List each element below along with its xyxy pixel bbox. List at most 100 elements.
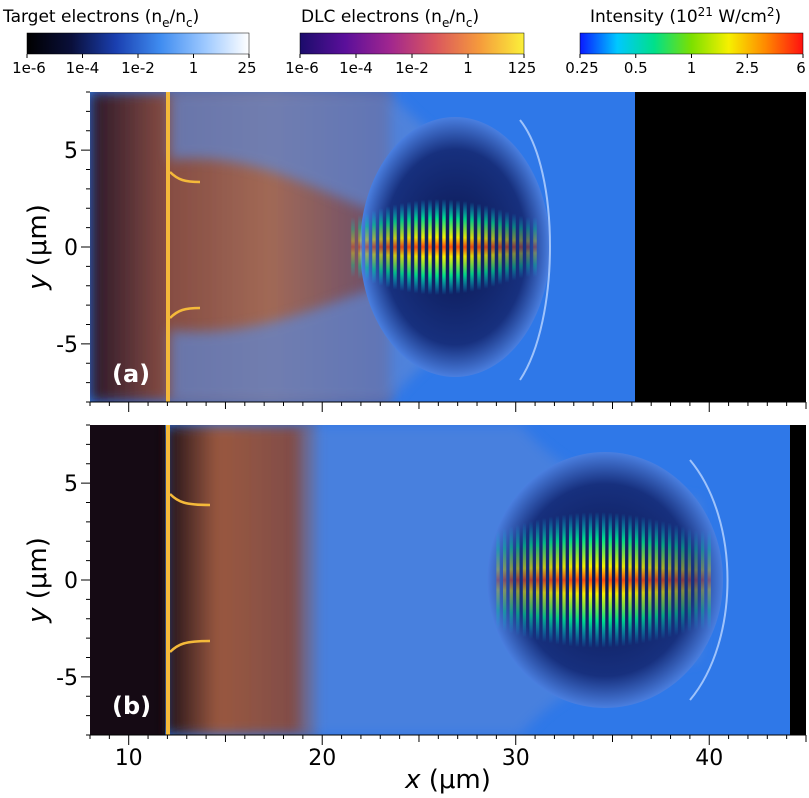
laser-wave-stripe <box>519 215 523 279</box>
laser-wave-stripe <box>522 522 527 638</box>
colorbar-title-0: Target electrons (ne/nc) <box>2 7 199 30</box>
laser-wave-stripe <box>588 512 593 648</box>
laser-wave-stripe <box>526 217 530 277</box>
panel-b-foil-arm-upper <box>169 493 211 507</box>
laser-wave-stripe <box>700 530 705 630</box>
panel-a: (a) <box>90 92 806 402</box>
colorbar-2-tick-label: 6 <box>796 59 806 77</box>
panel-a-label: (a) <box>112 360 150 388</box>
laser-wave-stripe <box>634 515 639 645</box>
laser-wave-stripe <box>470 202 474 292</box>
y-tick-label: 5 <box>64 472 78 497</box>
laser-wave-stripe <box>575 512 579 648</box>
laser-wave-stripe <box>428 199 432 295</box>
panel-b-dlc-plasma <box>165 425 315 735</box>
laser-wave-stripe <box>529 521 533 639</box>
laser-wave-stripe <box>601 512 606 648</box>
laser-wave-stripe <box>414 200 418 294</box>
laser-wave-stripe <box>628 514 632 646</box>
laser-wave-stripe <box>667 522 672 638</box>
panel-a-image <box>90 92 806 402</box>
laser-wave-stripe <box>608 512 612 648</box>
y-tick-label: 0 <box>64 569 78 594</box>
laser-wave-stripe <box>442 199 446 295</box>
laser-wave-stripe <box>502 528 507 632</box>
laser-wave-stripe <box>505 211 509 283</box>
laser-wave-stripe <box>648 517 652 643</box>
laser-wave-stripe <box>641 516 645 644</box>
laser-wave-stripe <box>358 214 362 280</box>
colorbar-1 <box>299 32 525 55</box>
laser-wave-stripe <box>621 513 626 647</box>
laser-wave-stripe <box>615 512 619 648</box>
y-axis-label-b: y (μm) <box>23 537 53 624</box>
laser-wave-stripe <box>595 512 599 648</box>
panel-b-left-dark <box>90 425 165 735</box>
x-tick-label: 30 <box>502 746 530 771</box>
laser-wave-stripe <box>674 524 678 636</box>
panel-b-image <box>90 425 806 735</box>
colorbar-1-tick-label: 1e-2 <box>395 59 429 77</box>
panel-b-laser-pulse <box>496 512 711 648</box>
y-tick-label: -5 <box>56 666 78 691</box>
colorbar-title-2: Intensity (1021 W/cm2) <box>590 5 781 27</box>
laser-wave-stripe <box>582 512 586 648</box>
laser-wave-stripe <box>463 201 467 293</box>
colorbar-title-1: DLC electrons (ne/nc) <box>301 7 479 30</box>
laser-wave-stripe <box>379 208 383 286</box>
laser-wave-stripe <box>555 515 560 645</box>
laser-wave-stripe <box>496 530 500 630</box>
y-tick-label: 0 <box>64 236 78 261</box>
laser-wave-stripe <box>393 204 397 290</box>
laser-wave-stripe <box>421 199 425 295</box>
panel-b-label: (b) <box>112 692 151 720</box>
laser-wave-stripe <box>365 212 369 282</box>
colorbar-1-tick-label: 1 <box>463 59 473 77</box>
laser-wave-stripe <box>535 519 540 641</box>
colorbar-2-tick-label: 0.25 <box>565 59 598 77</box>
panel-a-shock-front <box>519 119 551 381</box>
laser-wave-stripe <box>477 203 481 291</box>
laser-wave-stripe <box>562 514 566 646</box>
panel-b-dlc-foil <box>166 425 170 735</box>
panel-b-target-bulk <box>790 425 806 735</box>
laser-wave-stripe <box>400 202 404 292</box>
panel-b-shock-front <box>689 459 729 701</box>
laser-wave-stripe <box>491 207 495 287</box>
colorbar-0-tick-label: 1e-6 <box>12 59 46 77</box>
laser-wave-stripe <box>435 199 439 295</box>
colorbar-0-tick-label: 25 <box>237 59 256 77</box>
laser-wave-stripe <box>568 513 573 647</box>
laser-wave-stripe <box>351 217 355 277</box>
laser-wave-stripe <box>509 526 513 634</box>
colorbar-2 <box>579 32 804 55</box>
laser-wave-stripe <box>681 526 685 634</box>
colorbar-1-tick-label: 125 <box>508 59 537 77</box>
axes-group: 5 0 -5 5 0 -5 10 20 30 40 <box>56 91 807 771</box>
colorbar-2-tick-label: 0.5 <box>624 59 648 77</box>
laser-wave-stripe <box>512 213 516 281</box>
x-tick-label: 40 <box>695 746 723 771</box>
y-axis-label-a: y (μm) <box>23 204 53 291</box>
laser-wave-stripe <box>516 524 520 636</box>
colorbar-1-tick-label: 1e-4 <box>339 59 373 77</box>
laser-wave-stripe <box>498 209 502 285</box>
laser-wave-stripe <box>372 210 376 284</box>
panel-b-foil-arm-lower <box>169 639 211 653</box>
laser-wave-stripe <box>654 519 659 641</box>
colorbar-0-tick-label: 1e-2 <box>121 59 155 77</box>
colorbar-2-tick-label: 2.5 <box>735 59 759 77</box>
colorbar-0-tick-label: 1 <box>189 59 199 77</box>
x-tick-label: 10 <box>115 746 143 771</box>
colorbar-2-tick-label: 1 <box>687 59 697 77</box>
colorbar-0-tick-label: 1e-4 <box>66 59 100 77</box>
laser-wave-stripe <box>407 201 411 293</box>
panel-a-laser-pulse <box>351 199 537 295</box>
laser-wave-stripe <box>484 205 488 289</box>
panel-a-target-bulk <box>635 92 806 402</box>
colorbar-1-tick-label: 1e-6 <box>285 59 319 77</box>
laser-wave-stripe <box>707 530 711 630</box>
laser-wave-stripe <box>687 528 692 632</box>
panel-a-dlc-foil <box>166 92 170 402</box>
